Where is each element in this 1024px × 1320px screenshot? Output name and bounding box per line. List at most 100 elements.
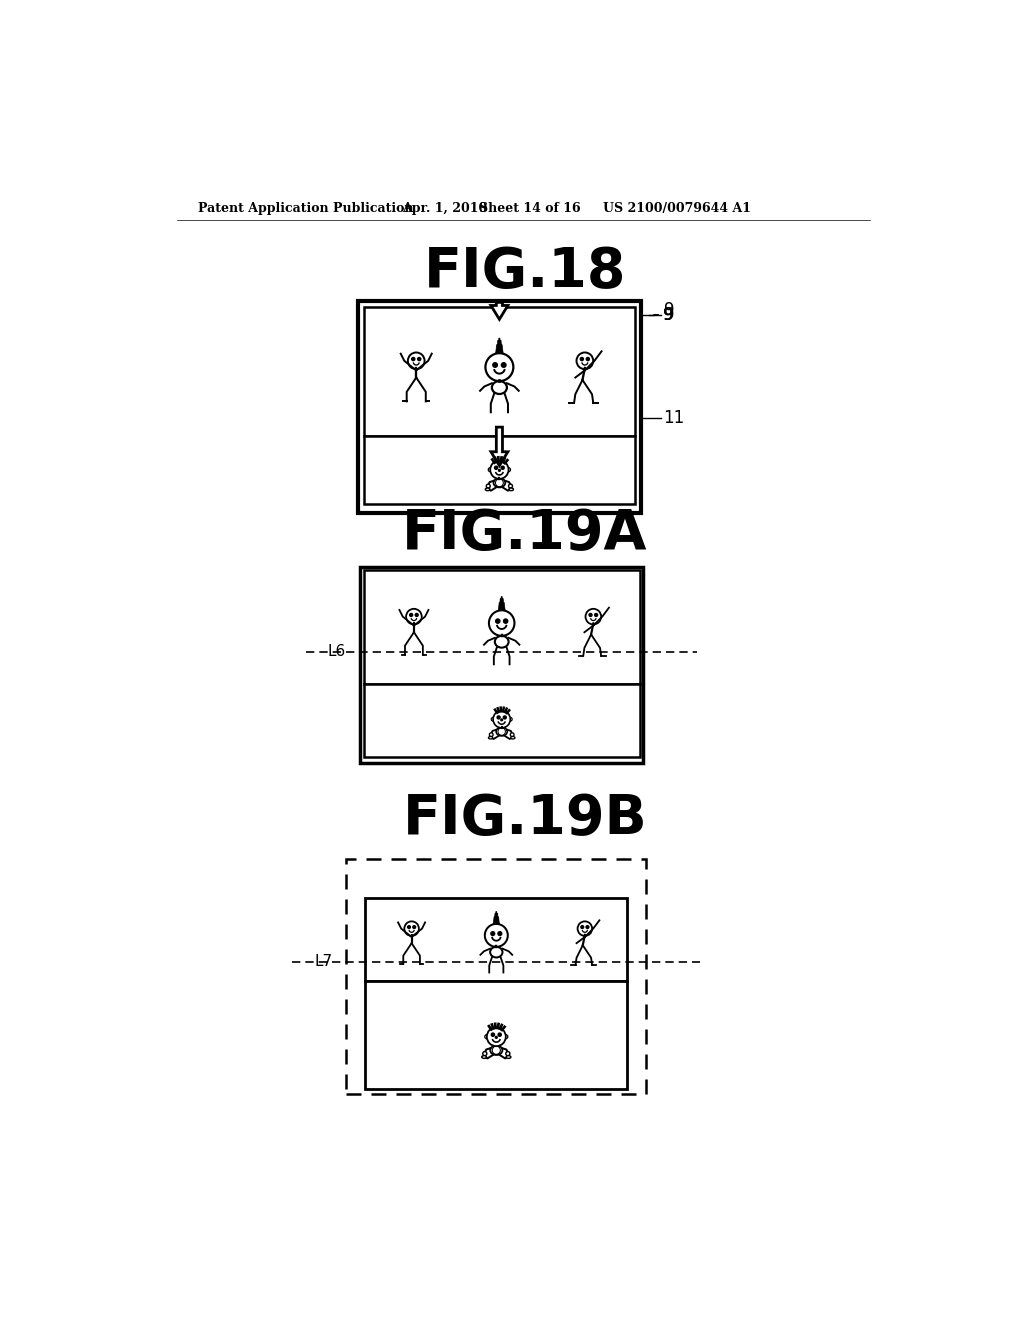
FancyArrow shape [490,428,508,466]
Circle shape [494,710,510,727]
Polygon shape [501,597,503,610]
Text: Sheet 14 of 16: Sheet 14 of 16 [478,202,581,215]
Circle shape [495,466,498,469]
Circle shape [509,484,512,488]
Polygon shape [499,602,501,610]
Circle shape [506,1052,510,1056]
Polygon shape [495,912,498,924]
Circle shape [577,352,593,370]
Circle shape [586,609,601,624]
Circle shape [578,921,592,936]
Text: 9: 9 [665,306,675,323]
Bar [346,859,646,1094]
Text: FIG.18: FIG.18 [424,246,626,300]
Circle shape [581,358,584,360]
Circle shape [496,1036,497,1039]
Ellipse shape [497,727,507,737]
Circle shape [587,358,589,360]
Circle shape [485,354,513,381]
Circle shape [408,352,425,370]
Ellipse shape [490,946,503,957]
Circle shape [595,614,597,616]
Circle shape [504,1035,508,1039]
Circle shape [413,925,416,928]
Bar [366,981,628,1089]
Circle shape [492,718,495,721]
Polygon shape [495,913,497,924]
Circle shape [501,466,504,469]
Text: 9: 9 [663,306,673,323]
Ellipse shape [495,636,509,648]
Circle shape [407,609,422,624]
Text: 11: 11 [663,409,684,426]
Polygon shape [500,345,503,354]
Polygon shape [501,598,504,610]
Circle shape [499,470,500,471]
Circle shape [586,925,589,928]
Circle shape [502,363,506,367]
Circle shape [492,1034,495,1036]
Bar [364,308,635,437]
Polygon shape [502,602,505,610]
Text: L6: L6 [328,644,346,660]
Ellipse shape [494,478,505,487]
Ellipse shape [492,381,507,393]
Polygon shape [494,917,496,924]
Circle shape [418,358,421,360]
Circle shape [509,718,512,721]
Circle shape [496,619,500,623]
Ellipse shape [509,488,513,491]
Text: 9: 9 [665,301,675,318]
Text: Patent Application Publication: Patent Application Publication [199,202,414,215]
Bar [360,566,643,763]
Bar [364,570,640,684]
Circle shape [412,358,415,360]
Circle shape [490,461,509,479]
Circle shape [501,719,503,721]
Circle shape [504,619,508,623]
Circle shape [482,1052,486,1056]
Bar [364,437,635,504]
Ellipse shape [490,1045,503,1055]
Circle shape [589,614,592,616]
Circle shape [408,925,411,928]
Circle shape [499,1034,501,1036]
Circle shape [488,610,514,636]
Circle shape [498,932,502,936]
Circle shape [493,363,498,367]
Ellipse shape [506,1056,511,1059]
Polygon shape [497,341,500,354]
Polygon shape [498,338,501,354]
Circle shape [404,921,419,936]
Polygon shape [496,345,499,354]
Ellipse shape [485,488,489,491]
Ellipse shape [481,1056,486,1059]
FancyArrow shape [490,302,508,319]
Text: Apr. 1, 2010: Apr. 1, 2010 [401,202,486,215]
Circle shape [492,932,495,936]
Bar [364,684,640,758]
Circle shape [488,467,493,471]
Text: FIG.19B: FIG.19B [402,792,647,846]
Circle shape [498,715,500,719]
Text: 9: 9 [663,306,673,323]
Circle shape [416,614,418,616]
Circle shape [504,715,506,719]
Circle shape [581,925,584,928]
Circle shape [510,733,514,737]
Polygon shape [497,917,500,924]
Ellipse shape [511,737,515,739]
Polygon shape [499,341,502,354]
Bar [366,898,628,981]
Circle shape [486,1027,506,1047]
Circle shape [410,614,413,616]
Circle shape [484,924,508,946]
Bar [357,301,641,512]
Circle shape [507,467,511,471]
Polygon shape [496,913,499,924]
Circle shape [489,733,494,737]
Text: US 2100/0079644 A1: US 2100/0079644 A1 [602,202,751,215]
Polygon shape [500,598,502,610]
Circle shape [484,1035,488,1039]
Text: FIG.19A: FIG.19A [402,507,647,561]
